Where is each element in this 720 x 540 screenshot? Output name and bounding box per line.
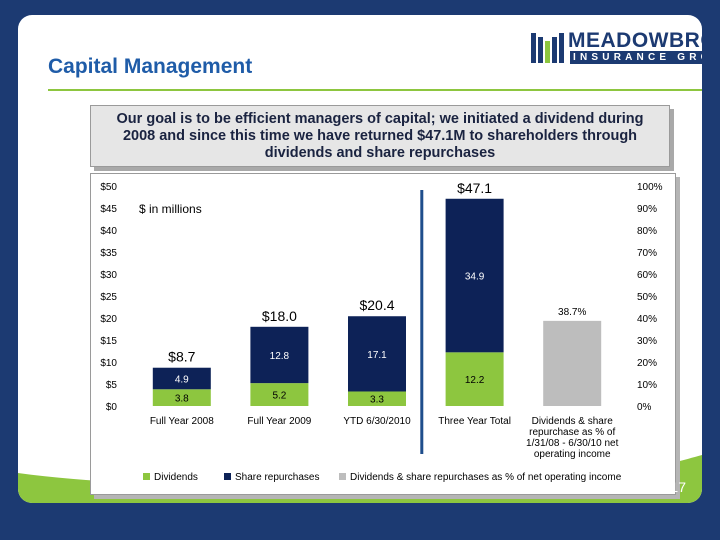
legend-swatch	[339, 473, 346, 480]
x-category-label: repurchase as % of	[529, 427, 615, 438]
x-category-label: Dividends & share	[532, 416, 614, 427]
title-underline	[48, 89, 702, 91]
y-left-tick-label: $50	[100, 182, 117, 193]
total-label: $8.7	[168, 349, 195, 365]
data-label: 3.3	[370, 395, 384, 406]
y-left-tick-label: $25	[100, 292, 117, 303]
y-left-tick-label: $10	[100, 358, 117, 369]
meadowbrook-logo-icon	[531, 33, 564, 63]
page-number: 17	[670, 479, 686, 495]
y-right-tick-label: 100%	[637, 182, 663, 193]
data-label: 17.1	[367, 350, 387, 361]
company-logo-subtitle: INSURANCE GROUP	[570, 51, 702, 64]
data-label: 12.2	[465, 375, 485, 386]
data-label: 3.8	[175, 394, 189, 405]
x-category-label: YTD 6/30/2010	[343, 416, 411, 427]
y-right-tick-label: 0%	[637, 402, 652, 413]
bar-segment	[152, 367, 211, 390]
data-label: 12.8	[270, 351, 290, 362]
y-left-tick-label: $15	[100, 336, 117, 347]
bar-segment	[543, 320, 602, 406]
bar-segment	[445, 198, 504, 353]
y-left-tick-label: $0	[106, 402, 118, 413]
total-label: $18.0	[262, 308, 297, 324]
legend-swatch	[143, 473, 150, 480]
capital-chart: $0 $5 $10 $15 $20 $25 $30 $35 $40 $45 $50 0% 10% 20% 3…	[100, 180, 663, 483]
capital-chart-container: $0 $5 $10 $15 $20 $25 $30 $35 $40 $45 $50 0% 10% 20% 3…	[90, 173, 676, 495]
x-category-label: operating income	[534, 449, 611, 460]
x-category-label: Three Year Total	[438, 416, 511, 427]
bar-segment	[250, 383, 309, 406]
y-right-tick-label: 50%	[637, 292, 657, 303]
bar-segment	[348, 391, 406, 406]
y-right-tick-label: 30%	[637, 336, 657, 347]
legend-label: Dividends & share repurchases as % of ne…	[350, 472, 622, 483]
y-right-tick-label: 60%	[637, 270, 657, 281]
y-left-tick-label: $40	[100, 226, 117, 237]
x-category-label: 1/31/08 - 6/30/10 net	[526, 438, 619, 449]
y-right-tick-label: 10%	[637, 380, 657, 391]
legend-swatch	[224, 473, 231, 480]
goal-statement-box: Our goal is to be efficient managers of …	[90, 105, 670, 167]
legend-label: Dividends	[154, 472, 198, 483]
y-right-tick-label: 90%	[637, 204, 657, 215]
y-right-tick-label: 70%	[637, 248, 657, 259]
slide: MEADOWBROOK INSURANCE GROUP Capital Mana…	[18, 15, 702, 503]
total-label: $20.4	[359, 297, 394, 313]
y-right-tick-label: 40%	[637, 314, 657, 325]
bar-segment	[250, 326, 309, 384]
legend-label: Share repurchases	[235, 472, 320, 483]
x-category-label: Full Year 2008	[150, 416, 214, 427]
company-logo-name: MEADOWBROOK	[568, 29, 702, 52]
x-category-label: Full Year 2009	[247, 416, 311, 427]
y-left-tick-label: $20	[100, 314, 117, 325]
bar-segment	[152, 389, 211, 406]
y-left-tick-label: $30	[100, 270, 117, 281]
y-left-tick-label: $45	[100, 204, 117, 215]
data-label: 5.2	[272, 391, 286, 402]
y-left-tick-label: $5	[106, 380, 118, 391]
slide-title: Capital Management	[48, 55, 253, 78]
goal-statement-text: Our goal is to be efficient managers of …	[116, 110, 644, 161]
bar-segment	[445, 352, 504, 406]
data-label: 34.9	[465, 272, 485, 283]
total-label: $47.1	[457, 180, 492, 196]
units-annotation: $ in millions	[139, 202, 202, 216]
bar-segment	[348, 316, 406, 392]
data-label: 4.9	[175, 375, 189, 386]
y-left-tick-label: $35	[100, 248, 117, 259]
data-label: 38.7%	[558, 307, 586, 318]
y-right-tick-label: 20%	[637, 358, 657, 369]
y-right-tick-label: 80%	[637, 226, 657, 237]
